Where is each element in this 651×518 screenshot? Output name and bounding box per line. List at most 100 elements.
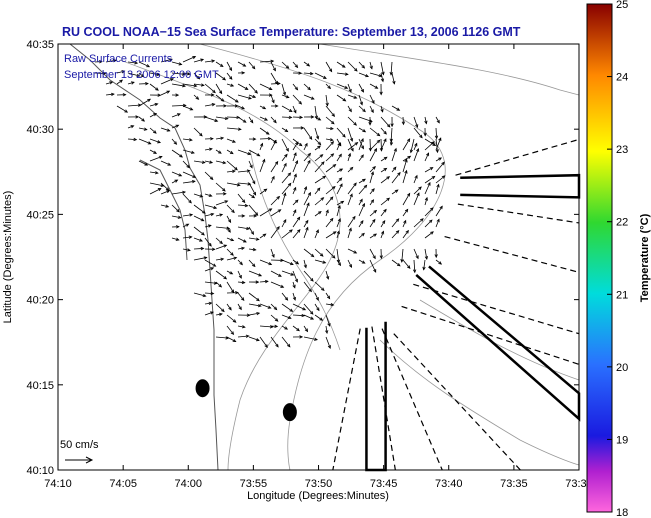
current-vector-head <box>436 119 440 124</box>
current-vector <box>237 226 250 230</box>
current-vector <box>171 179 178 184</box>
current-vector-head <box>361 202 365 207</box>
current-vector-head <box>287 182 292 187</box>
current-vector-head <box>234 104 239 108</box>
scale-vector: 50 cm/s <box>60 439 99 464</box>
current-vector-head <box>322 260 327 264</box>
current-vector-head <box>293 152 297 156</box>
current-vector-head <box>188 138 193 142</box>
current-vector-head <box>382 220 386 224</box>
current-vector-head <box>262 233 267 237</box>
y-tick-label: 40:35 <box>26 39 54 51</box>
current-vector <box>358 233 365 239</box>
current-vector-head <box>177 113 181 117</box>
current-vector <box>380 220 386 228</box>
current-vector-head <box>376 132 381 137</box>
current-vector-head <box>326 295 331 300</box>
current-vector <box>347 138 354 152</box>
colorbar-tick-label: 20 <box>616 362 628 374</box>
current-vector-head <box>218 312 223 317</box>
current-vector-head <box>153 130 157 134</box>
current-vector-head <box>200 83 205 87</box>
current-vector-head <box>200 246 205 251</box>
current-vector <box>292 61 298 68</box>
current-vector-head <box>179 154 184 158</box>
current-vector <box>226 270 233 275</box>
current-vector <box>281 172 291 184</box>
current-vector <box>171 138 177 145</box>
current-vector <box>149 103 158 107</box>
current-vector <box>204 148 213 151</box>
current-vector <box>325 336 331 349</box>
current-vector-head <box>406 138 411 142</box>
current-vector-head <box>293 173 297 178</box>
current-vector <box>402 259 411 269</box>
current-vector-head <box>255 338 260 342</box>
current-vector-head <box>338 153 342 158</box>
current-vector-head <box>268 86 273 91</box>
current-vector <box>248 259 256 267</box>
current-vector-head <box>404 169 408 174</box>
current-vector <box>391 230 400 239</box>
current-vector <box>303 72 313 75</box>
current-vector-head <box>274 160 279 165</box>
current-vector-head <box>264 117 269 121</box>
current-vector <box>160 160 171 166</box>
current-vector-head <box>188 199 192 204</box>
shore-peninsula <box>139 159 188 261</box>
current-vector <box>171 149 183 158</box>
current-vector-head <box>371 188 375 192</box>
current-vector-head <box>232 338 237 343</box>
current-vector-head <box>407 155 412 160</box>
current-vector-head <box>292 296 297 301</box>
current-vector <box>182 171 196 178</box>
current-vector <box>314 187 321 195</box>
dashed-transect <box>332 328 361 471</box>
current-vector <box>237 204 248 207</box>
current-vector-head <box>201 232 205 236</box>
current-vector-head <box>428 219 433 224</box>
current-vector-head <box>285 148 289 152</box>
current-vector-head <box>273 139 277 144</box>
current-vector-head <box>420 218 424 222</box>
current-vector-head <box>295 261 300 265</box>
current-vector <box>391 167 397 173</box>
current-vector-head <box>383 156 388 161</box>
current-vector-head <box>353 95 358 99</box>
current-vector-head <box>379 255 383 260</box>
current-vector-head <box>232 319 237 323</box>
current-vector <box>413 186 422 195</box>
current-vector <box>336 200 344 206</box>
dashed-transect <box>393 333 521 471</box>
current-vector-head <box>292 284 296 289</box>
current-vector-head <box>98 60 103 64</box>
current-vector-head <box>252 247 257 252</box>
current-vector-head <box>255 237 260 241</box>
current-vector-head <box>332 231 337 235</box>
current-vector-head <box>237 127 242 131</box>
y-axis-ticks: 40:10 40:15 40:20 40:25 40:30 40:35 <box>26 39 579 477</box>
current-vector <box>303 94 315 100</box>
current-vector-head <box>329 138 334 142</box>
current-vector-head <box>256 153 261 157</box>
current-vector <box>248 336 260 341</box>
current-vector <box>248 312 260 316</box>
current-vector-head <box>191 150 195 154</box>
current-vector <box>303 259 307 268</box>
current-vector-head <box>191 180 196 184</box>
current-vector-head <box>338 177 343 181</box>
current-vector-head <box>273 119 277 124</box>
current-vector-head <box>330 303 335 307</box>
current-vector-head <box>342 98 347 102</box>
current-vector-head <box>169 58 173 62</box>
current-vector <box>424 207 434 217</box>
current-vector-head <box>332 164 337 168</box>
current-vector <box>237 303 242 310</box>
current-vector <box>347 228 352 239</box>
current-vector-head <box>432 142 437 147</box>
current-vector-head <box>258 273 263 277</box>
current-vector-head <box>213 205 218 210</box>
current-vector <box>358 72 369 77</box>
current-vector-head <box>435 149 439 154</box>
current-vector-head <box>223 244 228 248</box>
